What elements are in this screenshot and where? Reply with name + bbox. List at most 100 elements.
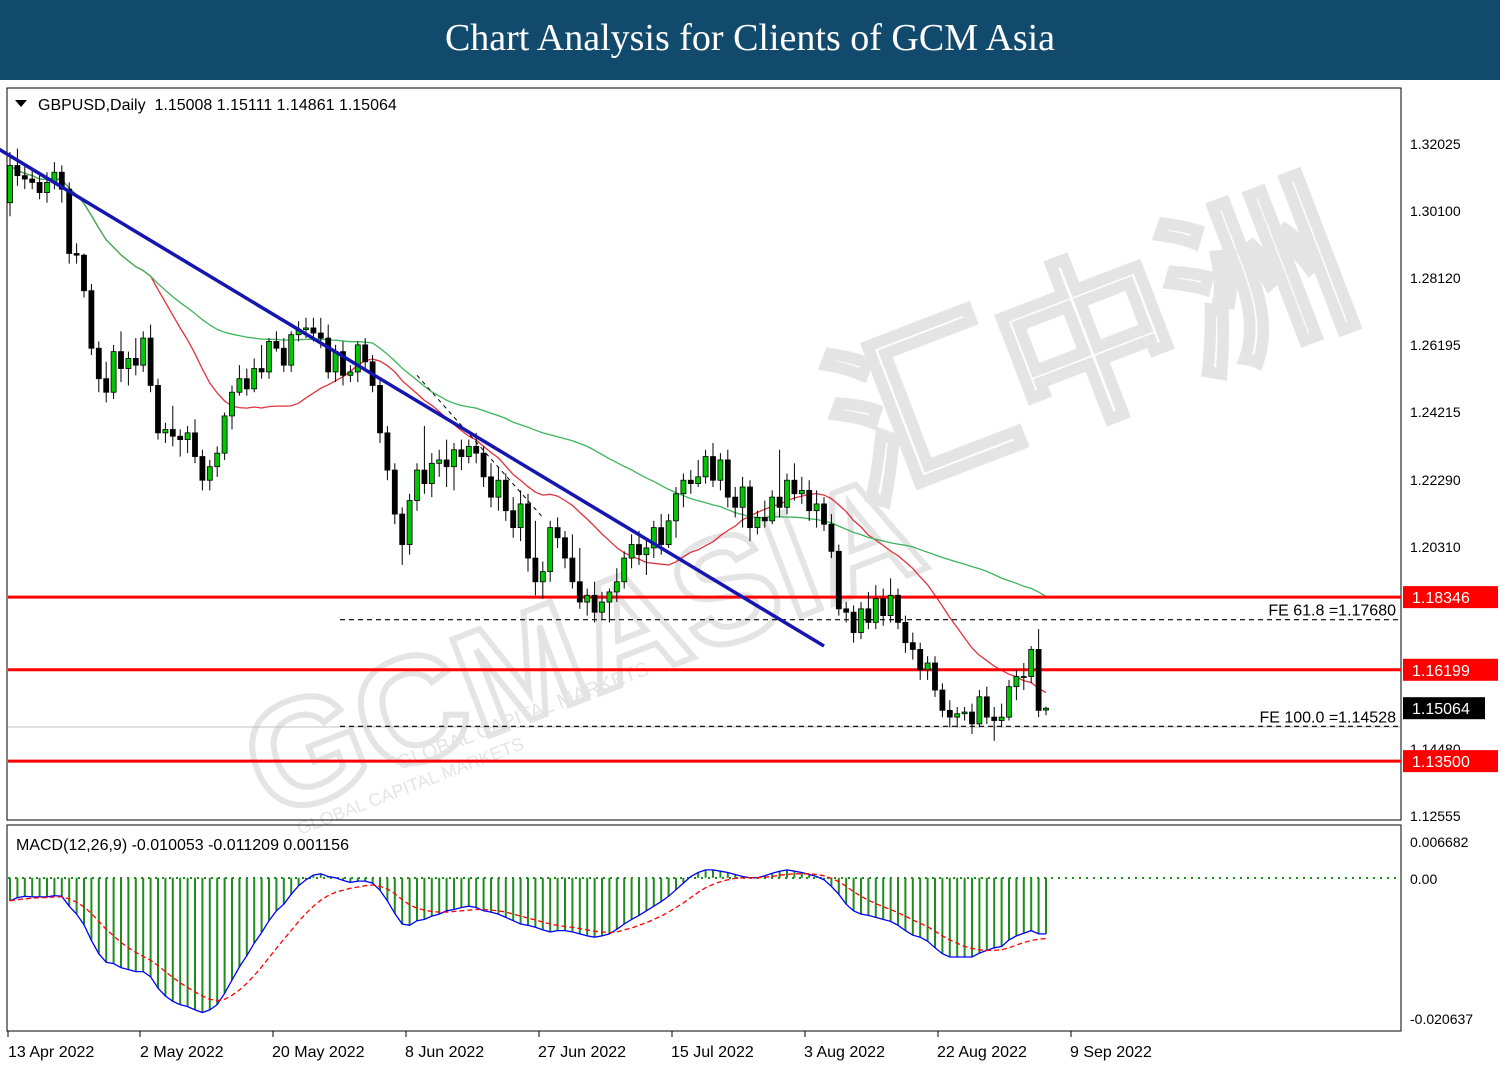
candle-body [58, 171, 65, 190]
candle-body [177, 435, 184, 441]
candle-body [932, 662, 938, 691]
candle-body [983, 696, 990, 718]
candle-body [443, 459, 450, 468]
candle-body [791, 479, 798, 495]
price-label-text: 1.18346 [1412, 590, 1470, 607]
price-label-box [1403, 658, 1498, 681]
candle-body [880, 598, 887, 617]
main-chart-panel [6, 87, 1402, 821]
price-labels: 1.18346 1.16199 1.13500 1.15064 [1403, 586, 1498, 773]
candle-body [258, 368, 265, 373]
candle-body [362, 344, 369, 363]
candle-body [525, 503, 531, 559]
candle-body [266, 341, 272, 373]
macd-lines [9, 869, 1047, 1014]
candle-body [451, 449, 457, 468]
fibonacci-level-label: FE 61.8 =1.17680 [1268, 603, 1396, 620]
candle-body [221, 415, 228, 454]
fibonacci-level-label: FE 100.0 =1.14528 [1259, 709, 1396, 726]
candle-body [340, 351, 346, 376]
candle-body [835, 550, 842, 610]
candle-body [998, 716, 1005, 721]
candle-body [399, 513, 406, 545]
candle-body [488, 476, 494, 498]
candle-body [347, 371, 354, 376]
candle-body [636, 544, 642, 556]
candle-body [865, 608, 872, 623]
price-tick: 1.26195 [1410, 337, 1461, 353]
candle-body [406, 500, 413, 545]
candle-body [554, 527, 561, 539]
candle-body [828, 523, 835, 552]
candle-body [628, 544, 635, 559]
candle-body [680, 479, 687, 495]
price-tick: 1.20310 [1410, 539, 1461, 555]
candle-body [288, 334, 295, 366]
candle-body [458, 449, 465, 457]
date-ticks [7, 1031, 1072, 1037]
macd-tick: -0.020637 [1410, 1011, 1473, 1027]
candle-body [118, 351, 124, 369]
candle-body [954, 713, 961, 718]
candle-body [747, 486, 753, 529]
candle-body [377, 385, 383, 434]
symbol-menu-triangle-icon[interactable] [15, 100, 27, 107]
candle-body [547, 527, 554, 573]
price-label-text: 1.16199 [1412, 663, 1470, 680]
candle-body [909, 642, 916, 650]
candle-body [251, 368, 258, 390]
candle-body [473, 445, 480, 454]
price-label-text: 1.13500 [1412, 754, 1470, 771]
candle-body [243, 378, 250, 390]
descending-trendline [0, 147, 825, 648]
candle-body [436, 459, 443, 464]
candle-body [621, 557, 628, 583]
date-label: 22 Aug 2022 [937, 1044, 1027, 1061]
trendline-layer [0, 147, 825, 648]
candle-body [613, 581, 620, 593]
candle-body [199, 456, 206, 481]
candle-body [717, 459, 724, 481]
candle-body [140, 337, 147, 366]
candle-body [902, 621, 909, 644]
candle-body [858, 608, 864, 633]
candle-body [739, 486, 746, 508]
candle-body [798, 489, 805, 495]
candle-body [813, 503, 820, 512]
candle-body [36, 182, 43, 193]
candle-body [391, 469, 398, 515]
candle-body [303, 327, 309, 331]
candle-body [480, 452, 487, 478]
candle-body [650, 527, 657, 549]
candle-body [695, 476, 702, 485]
candle-body [969, 711, 975, 725]
candle-body [562, 537, 568, 559]
candle-body [502, 479, 509, 512]
candle-body [806, 489, 813, 512]
candle-body [273, 341, 280, 349]
candle-body [976, 696, 983, 725]
price-tick: 1.22290 [1410, 472, 1461, 488]
candle-body [961, 711, 968, 715]
candle-body [724, 459, 731, 498]
macd-tick: 0.006682 [1410, 834, 1469, 850]
candle-body [421, 469, 428, 485]
candle-body [510, 510, 517, 529]
candle-body [665, 520, 672, 545]
symbol-info: GBPUSD,Daily 1.15008 1.15111 1.14861 1.1… [38, 97, 397, 114]
candle-body [687, 479, 694, 485]
price-tick: 1.28120 [1410, 270, 1461, 286]
candle-body [169, 429, 176, 437]
moving-averages [9, 164, 1047, 694]
candle-body [843, 608, 850, 613]
candle-body [384, 432, 391, 471]
price-levels: FE 61.8 =1.17680 FE 100.0 =1.14528 [8, 595, 1401, 763]
candle-body [1043, 707, 1049, 711]
price-tick: 1.12555 [1410, 808, 1461, 824]
candle-body [895, 594, 901, 623]
candle-body [110, 351, 117, 393]
candle-body [1028, 649, 1035, 677]
candle-body [44, 182, 50, 193]
candle-body [673, 493, 679, 522]
